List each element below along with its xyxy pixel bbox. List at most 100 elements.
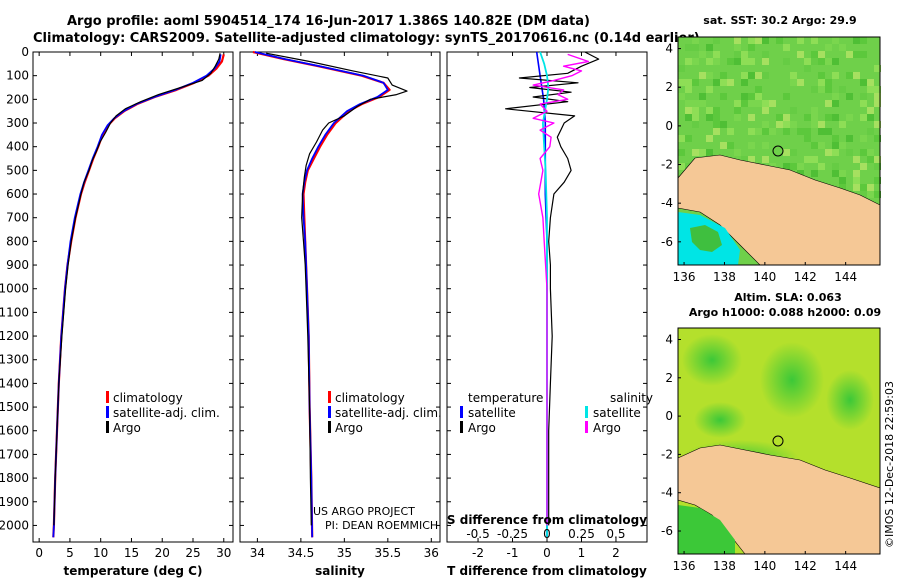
- sst-pixel: [748, 72, 755, 79]
- sst-pixel: [860, 51, 867, 58]
- depth-tick-label: 0: [21, 45, 29, 59]
- sst-pixel: [706, 86, 713, 93]
- legend-swatch-argo: [328, 421, 331, 433]
- sla-coastal-water: [678, 505, 735, 554]
- sst-pixel: [867, 107, 874, 114]
- sst-pixel: [783, 128, 790, 135]
- difference-legend-salinity: salinity satellite Argo: [585, 391, 653, 435]
- x-tick-label: 34.5: [288, 546, 315, 560]
- sst-pixel: [804, 114, 811, 121]
- sst-pixel: [846, 93, 853, 100]
- sst-pixel: [720, 79, 727, 86]
- sst-pixel: [762, 142, 769, 149]
- sla-map-axes: 4 2 0 -2 -4 -6 136 138 140 142 144: [661, 332, 857, 573]
- sst-pixel: [685, 58, 692, 65]
- sst-pixel: [825, 58, 832, 65]
- sst-pixel: [699, 93, 706, 100]
- sst-pixel: [867, 128, 874, 135]
- depth-tick-label: 800: [6, 234, 29, 248]
- sst-pixel: [734, 37, 741, 44]
- sst-pixel: [818, 58, 825, 65]
- sst-pixel: [860, 100, 867, 107]
- sst-pixel: [797, 51, 804, 58]
- sst-pixel: [797, 170, 804, 177]
- sst-pixel: [846, 135, 853, 142]
- sst-pixel: [692, 149, 699, 156]
- sst-pixel: [706, 114, 713, 121]
- sst-pixel: [762, 128, 769, 135]
- sst-pixel: [734, 149, 741, 156]
- sst-pixel: [825, 114, 832, 121]
- sst-pixel: [804, 128, 811, 135]
- sst-pixel: [741, 51, 748, 58]
- sst-pixel: [755, 128, 762, 135]
- sst-pixel: [867, 156, 874, 163]
- x-tick-label: 35: [337, 546, 352, 560]
- legend-label: satellite-adj. clim.: [113, 406, 220, 420]
- depth-tick-label: 1900: [0, 495, 29, 509]
- sst-pixel: [762, 100, 769, 107]
- sst-pixel: [811, 86, 818, 93]
- series-line-argo: [53, 53, 221, 526]
- temperature-legend: climatology satellite-adj. clim. Argo: [106, 391, 220, 435]
- sst-pixel: [720, 142, 727, 149]
- sst-pixel: [832, 170, 839, 177]
- x-tick-label: 36: [424, 546, 439, 560]
- lon-tick-label: 142: [794, 270, 817, 284]
- legend-label: Argo: [335, 421, 363, 435]
- sst-pixel: [839, 177, 846, 184]
- sst-pixel: [748, 114, 755, 121]
- sst-pixel: [748, 128, 755, 135]
- sst-pixel: [748, 142, 755, 149]
- sst-pixel: [741, 100, 748, 107]
- sst-pixel: [713, 58, 720, 65]
- salinity-plot: 34 34.5 35 35.5 36: [250, 50, 439, 560]
- x-tick-label: 30: [216, 546, 231, 560]
- sst-pixel: [699, 100, 706, 107]
- sst-pixel: [685, 135, 692, 142]
- sst-pixel: [678, 79, 685, 86]
- sst-pixel: [825, 44, 832, 51]
- project-credit: US ARGO PROJECT: [313, 505, 415, 518]
- depth-tick-label: 1000: [0, 282, 29, 296]
- x-tick-label: -2: [472, 546, 484, 560]
- lat-tick-label: 0: [665, 119, 673, 133]
- sst-pixel: [853, 37, 860, 44]
- sst-island-patch: [690, 225, 722, 252]
- lat-tick-label: 4: [665, 42, 673, 56]
- sst-pixel: [706, 149, 713, 156]
- sst-pixel: [860, 37, 867, 44]
- sst-pixel: [706, 135, 713, 142]
- sst-pixel: [797, 37, 804, 44]
- legend-label: satellite: [468, 406, 516, 420]
- depth-tick-label: 200: [6, 92, 29, 106]
- series-line-argo: [265, 52, 408, 526]
- sst-pixel: [692, 37, 699, 44]
- sst-pixel: [853, 177, 860, 184]
- sst-pixel: [699, 51, 706, 58]
- legend-swatch-t-satellite: [460, 406, 463, 418]
- legend-title: temperature: [468, 391, 543, 405]
- sst-pixel: [839, 170, 846, 177]
- sst-pixel: [790, 163, 797, 170]
- sst-pixel: [755, 37, 762, 44]
- sst-pixel: [874, 100, 881, 107]
- pi-credit: PI: DEAN ROEMMICH: [325, 519, 438, 532]
- salinity-legend: climatology satellite-adj. clim. Argo US…: [313, 391, 442, 532]
- sst-pixel: [692, 100, 699, 107]
- sst-pixel: [720, 93, 727, 100]
- sst-pixel: [818, 86, 825, 93]
- sst-pixel: [762, 156, 769, 163]
- legend-swatch-climatology: [106, 391, 109, 403]
- legend-label: Argo: [113, 421, 141, 435]
- sst-pixel: [692, 44, 699, 51]
- depth-tick-label: 1800: [0, 471, 29, 485]
- sst-pixel: [832, 100, 839, 107]
- sst-pixel: [867, 79, 874, 86]
- depth-tick-label: 2000: [0, 518, 29, 532]
- sst-pixel: [860, 163, 867, 170]
- sst-pixel: [727, 79, 734, 86]
- sst-pixel: [874, 121, 881, 128]
- legend-swatch-t-argo: [460, 421, 463, 433]
- sst-pixel: [790, 121, 797, 128]
